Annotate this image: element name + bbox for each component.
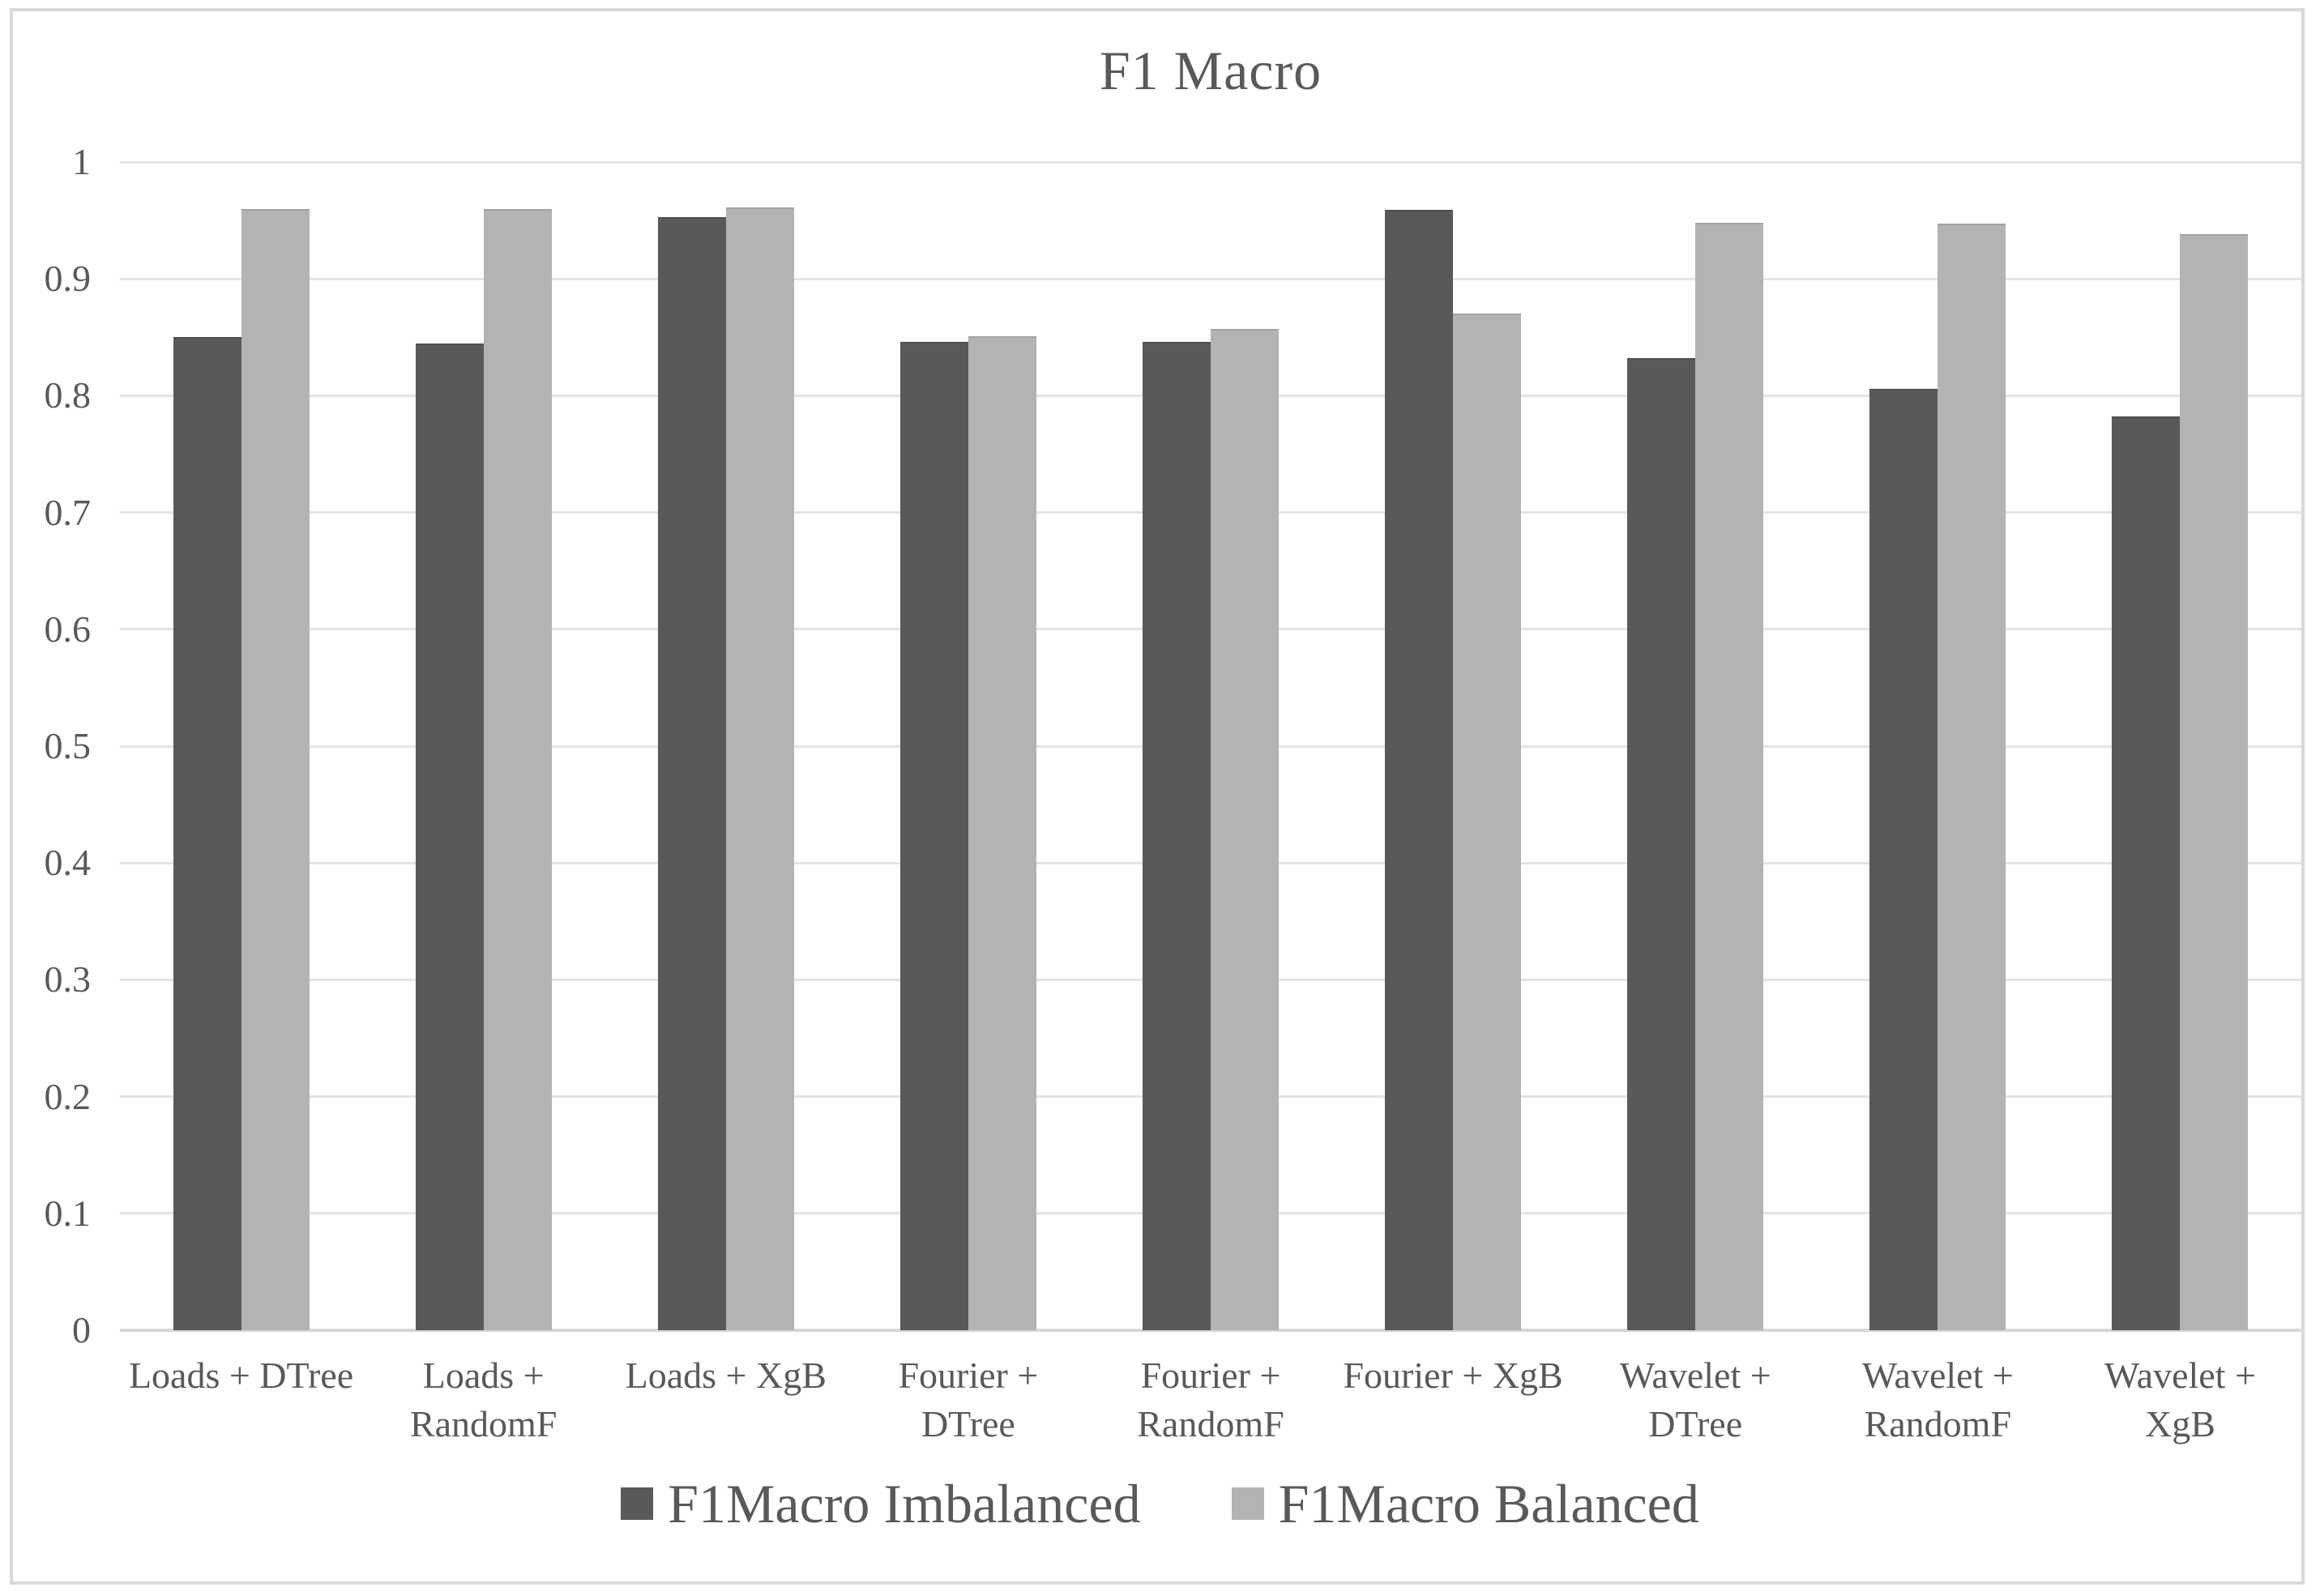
y-tick-label: 0.2 bbox=[44, 1075, 92, 1117]
x-axis-line bbox=[120, 1329, 2301, 1332]
bar-imbalanced bbox=[1869, 388, 1938, 1330]
y-tick-label: 0.7 bbox=[44, 491, 92, 533]
gridline bbox=[120, 277, 2301, 280]
bar-imbalanced bbox=[173, 337, 241, 1330]
y-tick-label: 0 bbox=[72, 1309, 91, 1351]
bar-balanced bbox=[1695, 222, 1764, 1330]
bar-balanced bbox=[1453, 314, 1522, 1330]
bar-imbalanced bbox=[657, 216, 726, 1330]
y-tick-label: 0.9 bbox=[44, 258, 92, 300]
legend-label-balanced: F1Macro Balanced bbox=[1278, 1473, 1699, 1534]
x-category-label: Wavelet + RandomF bbox=[1861, 1355, 2014, 1445]
legend-label-imbalanced: F1Macro Imbalanced bbox=[668, 1473, 1141, 1534]
x-category-label: Fourier + DTree bbox=[898, 1355, 1039, 1445]
bar-imbalanced bbox=[1143, 342, 1211, 1330]
legend-swatch-imbalanced-icon bbox=[621, 1487, 654, 1520]
bar-imbalanced bbox=[899, 342, 968, 1330]
bar-balanced bbox=[241, 208, 310, 1330]
x-category-label: Loads + RandomF bbox=[409, 1355, 558, 1445]
y-tick-label: 1 bbox=[72, 141, 91, 182]
bar-balanced bbox=[2180, 234, 2249, 1330]
chart-title: F1 Macro bbox=[1099, 40, 1322, 101]
y-tick-label: 0.3 bbox=[44, 958, 92, 1001]
y-tick-label: 0.6 bbox=[44, 608, 92, 650]
legend-item-balanced: F1Macro Balanced bbox=[1231, 1473, 1699, 1534]
x-category-label: Wavelet + DTree bbox=[1619, 1355, 1771, 1445]
x-category-label: Wavelet + XgB bbox=[2104, 1355, 2256, 1445]
y-tick-label: 0.5 bbox=[44, 725, 92, 766]
bar-imbalanced bbox=[2112, 416, 2181, 1330]
legend: F1Macro Imbalanced F1Macro Balanced bbox=[0, 1476, 2320, 1531]
y-tick-label: 0.8 bbox=[44, 374, 92, 416]
bar-balanced bbox=[968, 335, 1036, 1330]
x-category-label: Loads + DTree bbox=[128, 1355, 354, 1396]
x-category-label: Fourier + XgB bbox=[1343, 1355, 1563, 1396]
bar-balanced bbox=[483, 208, 552, 1330]
bar-imbalanced bbox=[1627, 358, 1696, 1330]
legend-swatch-balanced-icon bbox=[1231, 1487, 1264, 1520]
bar-balanced bbox=[1211, 329, 1279, 1330]
y-tick-label: 0.4 bbox=[44, 842, 92, 884]
x-category-label: Fourier + RandomF bbox=[1137, 1355, 1284, 1445]
bar-imbalanced bbox=[415, 343, 484, 1330]
gridline bbox=[120, 160, 2301, 164]
bar-balanced bbox=[725, 207, 794, 1330]
x-category-label: Loads + XgB bbox=[625, 1355, 827, 1396]
legend-item-imbalanced: F1Macro Imbalanced bbox=[621, 1473, 1141, 1534]
bar-imbalanced bbox=[1385, 210, 1454, 1330]
bar-balanced bbox=[1938, 224, 2006, 1330]
y-tick-label: 0.1 bbox=[44, 1192, 92, 1234]
